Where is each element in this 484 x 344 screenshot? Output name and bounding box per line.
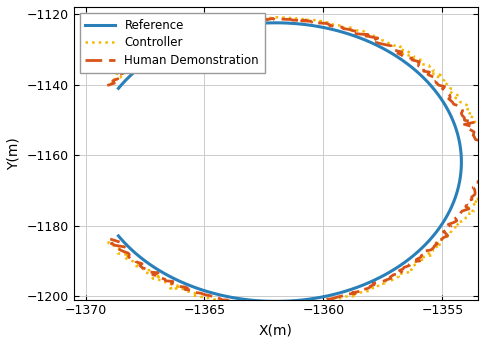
Legend: Reference, Controller, Human Demonstration: Reference, Controller, Human Demonstrati… — [79, 13, 264, 73]
Y-axis label: Y(m): Y(m) — [7, 137, 21, 170]
X-axis label: X(m): X(m) — [258, 323, 292, 337]
